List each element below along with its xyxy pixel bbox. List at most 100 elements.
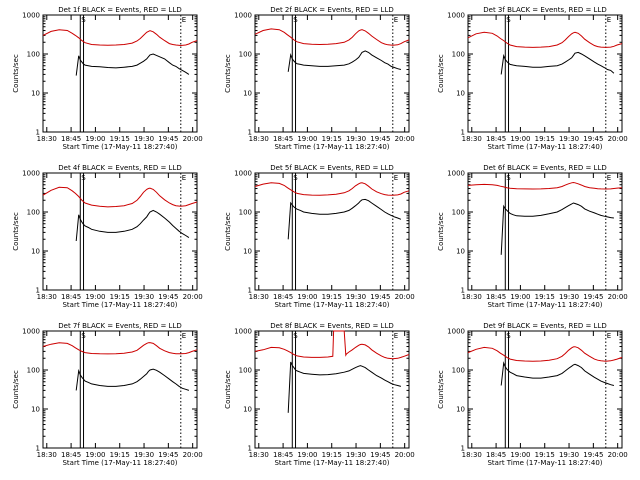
x-tick-label: 19:30	[346, 451, 366, 459]
start-marker-label: S	[81, 16, 86, 24]
axes-frame	[42, 14, 198, 133]
axes-frame	[254, 14, 410, 133]
events-series-line	[287, 198, 402, 240]
y-axis-label: Counts/sec	[12, 212, 20, 251]
x-tick-label: 18:30	[462, 293, 482, 301]
x-tick-label: 18:45	[486, 451, 506, 459]
x-tick-label: 19:00	[510, 293, 530, 301]
x-tick-label: 19:15	[535, 451, 555, 459]
x-tick-label: 19:45	[370, 293, 390, 301]
x-axis-label: Start Time (17-May-11 18:27:40)	[62, 143, 177, 151]
end-marker-label: E	[394, 174, 398, 182]
start-marker-label: S	[293, 16, 298, 24]
x-axis-label: Start Time (17-May-11 18:27:40)	[274, 459, 389, 467]
x-tick-label: 18:30	[37, 293, 57, 301]
lld-series-line	[42, 342, 198, 355]
x-tick-label: 18:45	[273, 135, 293, 143]
end-marker-label: E	[182, 16, 186, 24]
x-axis-label: Start Time (17-May-11 18:27:40)	[487, 143, 602, 151]
axes-frame	[467, 172, 623, 291]
panel-2: Det 2f BLACK = Events, RED = LLD 1 10 100 10…	[224, 6, 415, 151]
y-axis-label: Counts/sec	[224, 370, 232, 409]
y-tick-label: 100	[452, 51, 465, 59]
x-tick-label: 19:00	[297, 293, 317, 301]
end-marker-label: E	[182, 332, 186, 340]
y-tick-label: 10	[243, 406, 252, 414]
lld-series-line	[467, 346, 623, 362]
x-tick-label: 20:00	[183, 451, 203, 459]
panel-title: Det 1f BLACK = Events, RED = LLD	[58, 6, 181, 14]
events-series-line	[287, 361, 402, 413]
lld-series-line	[254, 28, 410, 46]
y-tick-label: 10	[243, 90, 252, 98]
start-marker-label: S	[81, 174, 86, 182]
x-tick-label: 20:00	[608, 135, 628, 143]
y-tick-label: 10	[31, 406, 40, 414]
x-tick-label: 19:00	[297, 451, 317, 459]
y-axis-label: Counts/sec	[437, 54, 445, 93]
y-tick-label: 1	[461, 287, 465, 295]
events-series-line	[500, 51, 615, 75]
y-tick-label: 1	[248, 129, 252, 137]
x-axis-label: Start Time (17-May-11 18:27:40)	[62, 301, 177, 309]
y-tick-label: 100	[27, 209, 40, 217]
x-tick-label: 19:00	[510, 135, 530, 143]
panel-7: Det 7f BLACK = Events, RED = LLD 1 10 100 10…	[12, 322, 203, 467]
x-tick-label: 20:00	[183, 293, 203, 301]
x-tick-label: 18:45	[273, 451, 293, 459]
end-marker-label: E	[607, 16, 611, 24]
x-tick-label: 19:45	[370, 451, 390, 459]
y-tick-label: 100	[27, 51, 40, 59]
x-tick-label: 18:30	[249, 451, 269, 459]
y-tick-label: 1000	[234, 328, 252, 336]
x-tick-label: 19:15	[322, 135, 342, 143]
x-tick-label: 19:15	[535, 135, 555, 143]
events-series-line	[75, 368, 190, 391]
x-tick-label: 18:30	[37, 135, 57, 143]
x-tick-label: 19:45	[583, 293, 603, 301]
x-tick-label: 19:45	[158, 135, 178, 143]
x-tick-label: 19:45	[583, 451, 603, 459]
x-tick-label: 19:30	[134, 451, 154, 459]
x-tick-label: 20:00	[395, 293, 415, 301]
panel-8: Det 8f BLACK = Events, RED = LLD 1 10 100 10…	[224, 322, 415, 467]
y-axis-label: Counts/sec	[224, 212, 232, 251]
end-marker-label: E	[394, 332, 398, 340]
y-tick-label: 1000	[22, 328, 40, 336]
axes-frame	[254, 330, 410, 449]
x-tick-label: 18:30	[249, 293, 269, 301]
y-tick-label: 1000	[22, 12, 40, 20]
panel-6: Det 6f BLACK = Events, RED = LLD 1 10 100 10…	[437, 164, 628, 309]
end-marker-label: E	[394, 16, 398, 24]
x-tick-label: 18:45	[486, 293, 506, 301]
y-tick-label: 10	[31, 90, 40, 98]
lld-series-line	[42, 186, 198, 208]
x-tick-label: 19:45	[158, 451, 178, 459]
x-tick-label: 18:30	[37, 451, 57, 459]
y-tick-label: 100	[239, 209, 252, 217]
x-tick-label: 18:45	[61, 135, 81, 143]
end-marker-label: E	[182, 174, 186, 182]
x-tick-label: 19:15	[535, 293, 555, 301]
y-tick-label: 1000	[234, 12, 252, 20]
events-series-line	[75, 209, 190, 242]
axes-frame	[467, 14, 623, 133]
x-axis-label: Start Time (17-May-11 18:27:40)	[487, 459, 602, 467]
events-series-line	[287, 50, 402, 72]
x-tick-label: 19:30	[346, 293, 366, 301]
x-tick-label: 19:15	[322, 293, 342, 301]
y-tick-label: 1000	[22, 170, 40, 178]
x-tick-label: 19:30	[559, 451, 579, 459]
panel-title: Det 5f BLACK = Events, RED = LLD	[270, 164, 393, 172]
x-axis-label: Start Time (17-May-11 18:27:40)	[62, 459, 177, 467]
x-tick-label: 18:45	[61, 293, 81, 301]
x-tick-label: 19:15	[110, 293, 130, 301]
panel-title: Det 6f BLACK = Events, RED = LLD	[483, 164, 606, 172]
x-tick-label: 18:30	[249, 135, 269, 143]
panel-title: Det 2f BLACK = Events, RED = LLD	[270, 6, 393, 14]
x-tick-label: 19:15	[322, 451, 342, 459]
start-marker-label: S	[293, 174, 298, 182]
start-marker-label: S	[293, 332, 298, 340]
y-tick-label: 100	[239, 51, 252, 59]
